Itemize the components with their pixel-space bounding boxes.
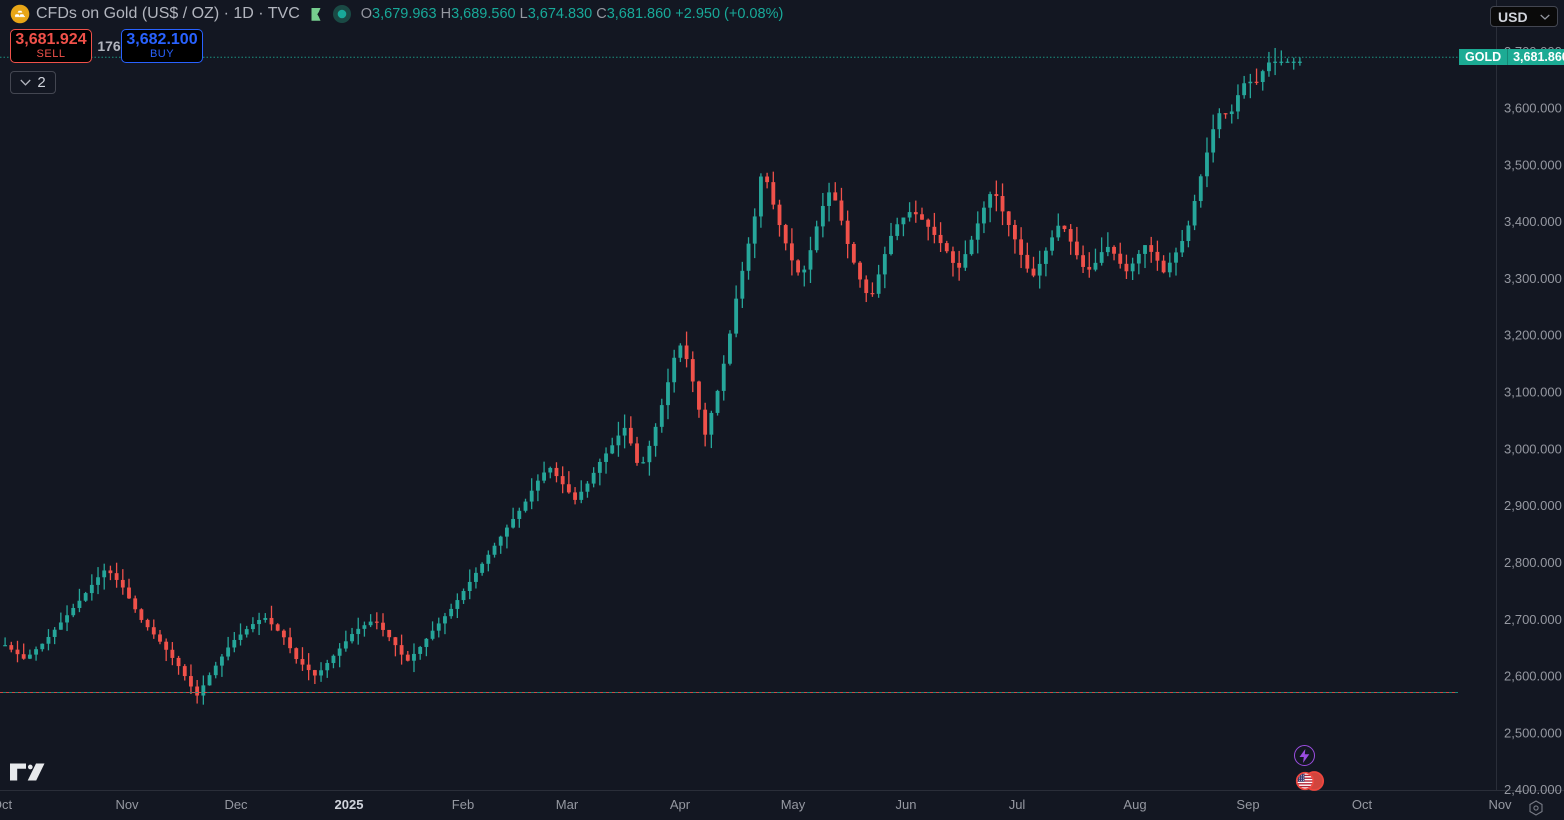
svg-text:3,500.000: 3,500.000 xyxy=(1504,157,1562,172)
svg-text:Feb: Feb xyxy=(452,797,474,812)
svg-text:Jun: Jun xyxy=(896,797,917,812)
svg-text:Nov: Nov xyxy=(115,797,139,812)
svg-text:Sep: Sep xyxy=(1236,797,1259,812)
svg-text:3,000.000: 3,000.000 xyxy=(1504,441,1562,456)
svg-text:May: May xyxy=(781,797,806,812)
svg-text:2,800.000: 2,800.000 xyxy=(1504,555,1562,570)
svg-text:Jul: Jul xyxy=(1009,797,1026,812)
svg-text:2025: 2025 xyxy=(335,797,364,812)
svg-text:2,500.000: 2,500.000 xyxy=(1504,725,1562,740)
svg-text:2,700.000: 2,700.000 xyxy=(1504,612,1562,627)
svg-text:Apr: Apr xyxy=(670,797,691,812)
svg-text:Oct: Oct xyxy=(1352,797,1373,812)
svg-text:Aug: Aug xyxy=(1123,797,1146,812)
svg-text:Mar: Mar xyxy=(556,797,579,812)
svg-text:2,600.000: 2,600.000 xyxy=(1504,669,1562,684)
svg-text:3,400.000: 3,400.000 xyxy=(1504,214,1562,229)
svg-text:3,200.000: 3,200.000 xyxy=(1504,328,1562,343)
svg-text:3,600.000: 3,600.000 xyxy=(1504,101,1562,116)
svg-text:3,100.000: 3,100.000 xyxy=(1504,385,1562,400)
svg-text:Oct: Oct xyxy=(0,797,12,812)
svg-text:3,300.000: 3,300.000 xyxy=(1504,271,1562,286)
svg-text:Nov: Nov xyxy=(1488,797,1512,812)
svg-text:2,400.000: 2,400.000 xyxy=(1504,782,1562,797)
svg-text:2,900.000: 2,900.000 xyxy=(1504,498,1562,513)
svg-text:Dec: Dec xyxy=(224,797,248,812)
